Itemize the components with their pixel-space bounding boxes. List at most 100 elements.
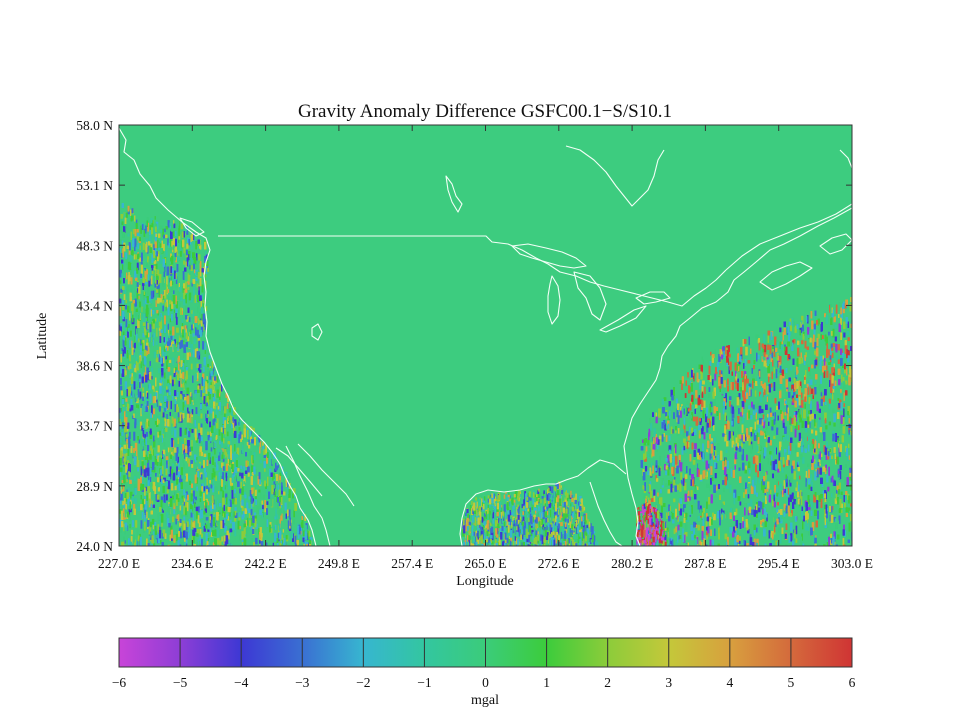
anomaly-cell (149, 229, 151, 236)
anomaly-cell (145, 486, 147, 494)
anomaly-cell (150, 466, 153, 473)
anomaly-cell (266, 519, 269, 527)
anomaly-cell (122, 449, 125, 454)
anomaly-cell (143, 372, 147, 382)
anomaly-cell (162, 485, 165, 494)
anomaly-cell (175, 257, 177, 263)
anomaly-cell (253, 487, 255, 497)
anomaly-cell (224, 511, 226, 520)
anomaly-cell (271, 526, 274, 533)
anomaly-cell (277, 533, 280, 542)
anomaly-cell (217, 418, 219, 426)
anomaly-cell (191, 416, 193, 424)
anomaly-cell (172, 448, 175, 457)
anomaly-cell (169, 239, 172, 247)
anomaly-cell (123, 391, 125, 399)
anomaly-cell (203, 324, 205, 331)
anomaly-cell (178, 531, 180, 537)
anomaly-cell (197, 338, 201, 342)
anomaly-cell (139, 245, 141, 251)
anomaly-cell (185, 542, 188, 546)
anomaly-cell (126, 288, 128, 296)
anomaly-cell (200, 300, 204, 309)
anomaly-cell (142, 387, 145, 392)
anomaly-cell (227, 506, 230, 513)
anomaly-cell (183, 500, 186, 506)
anomaly-cell (187, 273, 191, 282)
anomaly-cell (180, 478, 183, 485)
anomaly-cell (155, 226, 157, 233)
anomaly-cell (157, 487, 160, 492)
anomaly-cell (151, 220, 154, 228)
anomaly-cell (176, 404, 178, 411)
anomaly-cell (189, 317, 191, 323)
anomaly-cell (139, 391, 142, 400)
anomaly-cell (158, 430, 161, 436)
anomaly-cell (124, 419, 127, 423)
anomaly-cell (137, 288, 139, 293)
anomaly-cell (120, 527, 122, 532)
anomaly-cell (193, 257, 197, 265)
anomaly-cell (288, 509, 291, 518)
anomaly-cell (175, 276, 178, 284)
anomaly-cell (179, 528, 181, 533)
anomaly-cell (138, 439, 140, 444)
anomaly-cell (141, 306, 143, 313)
anomaly-cell (213, 504, 216, 510)
anomaly-cell (234, 468, 236, 473)
anomaly-cell (254, 437, 256, 446)
anomaly-cell (239, 534, 241, 541)
anomaly-cell (126, 525, 129, 531)
anomaly-cell (181, 545, 184, 546)
anomaly-cell (162, 533, 164, 539)
anomaly-cell (196, 509, 198, 519)
anomaly-cell (154, 496, 157, 504)
anomaly-cell (180, 429, 183, 437)
anomaly-cell (122, 424, 124, 434)
anomaly-cell (165, 494, 168, 501)
anomaly-cell (163, 433, 166, 438)
map-plot-area (118, 124, 853, 547)
anomaly-cell (236, 493, 239, 502)
anomaly-cell (251, 455, 254, 464)
anomaly-cell (119, 324, 122, 332)
anomaly-cell (197, 318, 201, 326)
anomaly-cell (194, 390, 197, 399)
anomaly-cell (176, 466, 178, 476)
anomaly-cell (136, 219, 138, 224)
anomaly-cell (257, 476, 260, 485)
anomaly-cell (170, 273, 173, 282)
anomaly-cell (156, 244, 158, 251)
anomaly-cell (136, 419, 139, 425)
anomaly-cell (141, 486, 144, 492)
anomaly-cell (177, 509, 179, 516)
anomaly-cell (197, 295, 200, 303)
anomaly-cell (127, 233, 130, 237)
anomaly-cell (306, 532, 309, 541)
anomaly-cell (249, 545, 251, 546)
anomaly-cell (269, 468, 272, 477)
anomaly-cell (190, 363, 193, 370)
anomaly-cell (185, 499, 187, 509)
anomaly-cell (167, 237, 169, 246)
anomaly-cell (196, 486, 198, 492)
anomaly-cell (243, 528, 246, 538)
anomaly-cell (152, 396, 156, 404)
anomaly-cell (164, 265, 166, 272)
anomaly-cell (140, 403, 143, 410)
anomaly-cell (121, 438, 124, 447)
anomaly-cell (255, 537, 258, 545)
anomaly-cell (224, 428, 227, 437)
anomaly-cell (296, 544, 299, 546)
anomaly-cell (125, 299, 127, 304)
anomaly-cell (125, 257, 128, 266)
anomaly-cell (283, 538, 285, 543)
anomaly-cell (150, 474, 152, 482)
anomaly-cell (293, 510, 295, 518)
anomaly-cell (207, 501, 210, 506)
anomaly-cell (165, 249, 168, 257)
anomaly-cell (149, 324, 152, 333)
anomaly-cell (175, 533, 178, 542)
anomaly-cell (180, 498, 183, 504)
anomaly-cell (151, 448, 154, 456)
